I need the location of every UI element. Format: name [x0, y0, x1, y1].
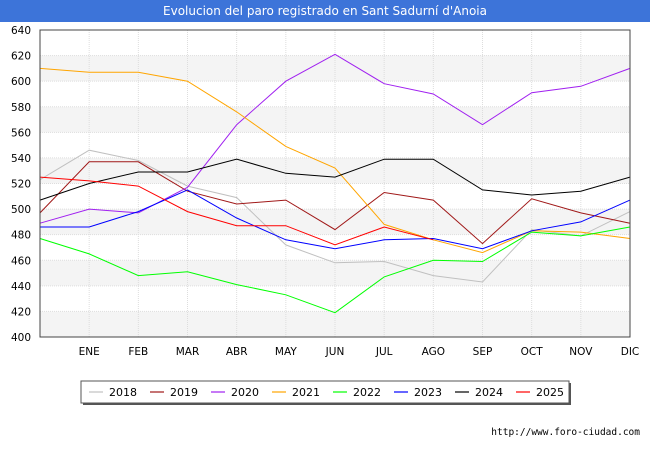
y-tick-label: 580: [11, 102, 31, 114]
plot-frame: [39, 29, 631, 338]
series-lines: [39, 53, 631, 314]
footer-url: http://www.foro-ciudad.com: [491, 427, 640, 438]
legend-label-2021: 2021: [292, 386, 320, 399]
legend-label-2023: 2023: [414, 386, 442, 399]
legend-label-2025: 2025: [536, 386, 564, 399]
series-line-2019: [39, 161, 631, 245]
y-tick-label: 640: [11, 25, 31, 37]
x-tick-label: MAR: [176, 346, 200, 358]
y-tick-label: 500: [11, 204, 31, 216]
x-tick-label: ABR: [226, 346, 248, 358]
series-line-2020: [39, 53, 631, 224]
y-tick-label: 540: [11, 153, 31, 165]
x-tick-label: MAY: [275, 346, 297, 358]
y-tick-label: 620: [11, 51, 31, 63]
chart-title: Evolucion del paro registrado en Sant Sa…: [0, 0, 650, 22]
x-tick-label: FEB: [128, 346, 148, 358]
y-tick-label: 460: [11, 255, 31, 267]
x-axis-ticks: ENE FEB MAR ABR MAY JUN JUL AGO SEP OCT NOV DIC: [79, 346, 640, 358]
legend-label-2020: 2020: [231, 386, 259, 399]
x-tick-label: JUL: [375, 346, 393, 358]
x-tick-label: AGO: [422, 346, 445, 358]
series-line-2025: [39, 176, 434, 246]
legend-box: [80, 380, 570, 404]
x-tick-label: NOV: [569, 346, 593, 358]
y-axis-ticks: 400 420 440 460 480 500 520 540 560 580 600 620 640: [11, 25, 31, 344]
series-line-2023: [40, 189, 631, 250]
legend-label-2022: 2022: [353, 386, 381, 399]
y-tick-label: 520: [11, 179, 31, 191]
legend: 2018 2019 2020 2021 2022 2023 2024 2025: [80, 380, 571, 405]
series-line-2018: [39, 149, 631, 283]
y-tick-label: 420: [11, 306, 31, 318]
series-line-2022: [39, 226, 631, 314]
y-tick-label: 440: [11, 281, 31, 293]
y-tick-label: 480: [11, 230, 31, 242]
x-tick-label: JUN: [325, 346, 345, 358]
legend-label-2019: 2019: [170, 386, 198, 399]
series-line-2024: [39, 158, 631, 201]
legend-label-2018: 2018: [109, 386, 137, 399]
y-tick-label: 600: [11, 76, 31, 88]
x-tick-label: ENE: [79, 346, 100, 358]
legend-label-2024: 2024: [475, 386, 503, 399]
y-tick-label: 560: [11, 127, 31, 139]
x-tick-label: SEP: [473, 346, 493, 358]
x-tick-label: DIC: [621, 346, 640, 358]
x-tick-label: OCT: [521, 346, 544, 358]
y-tick-label: 400: [11, 332, 31, 344]
